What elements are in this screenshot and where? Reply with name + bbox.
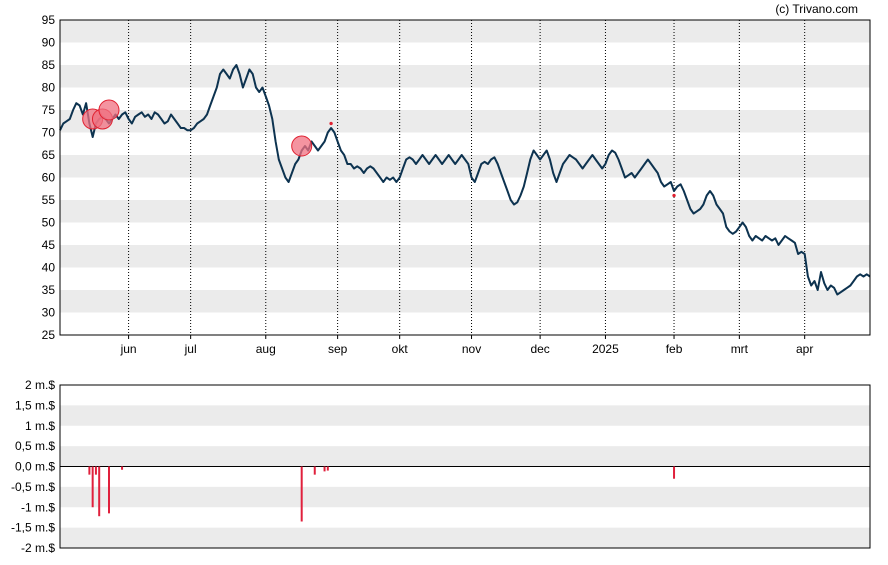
volume-y-tick: -0,5 m.$ [11,480,55,494]
price-y-ticks: 25 30 35 40 45 50 55 60 65 70 75 80 85 90 95 [42,13,56,342]
insider-markers [82,99,676,198]
volume-y-tick: 0,5 m.$ [15,439,55,453]
volume-band [60,446,870,467]
copyright-text: (c) Trivano.com [775,2,858,16]
insider-trade-marker [98,99,120,121]
month-label: mrt [731,342,749,356]
month-label: jul [184,342,197,356]
price-y-tick: 40 [42,261,56,275]
volume-y-tick: 2 m.$ [25,378,55,392]
price-series [59,64,871,296]
month-label: jun [120,342,137,356]
volume-band [60,405,870,426]
price-x-ticks: jun jul aug sep okt nov dec 2025 feb mrt apr [120,342,814,356]
price-y-tick: 35 [42,283,56,297]
month-label: okt [392,342,409,356]
volume-y-tick: 1,5 m.$ [15,398,55,412]
price-y-tick: 75 [42,103,56,117]
price-band [60,20,870,43]
price-y-tick: 55 [42,193,56,207]
price-band [60,65,870,88]
volume-band [60,486,870,508]
price-bands [60,20,870,313]
volume-y-ticks: 2 m.$ 1,5 m.$ 1 m.$ 0,5 m.$ 0,0 m.$ -0,5 m.$ -… [11,378,55,555]
volume-y-tick: 0,0 m.$ [15,460,55,474]
volume-bands [60,405,870,548]
price-band [60,200,870,223]
price-band [60,155,870,178]
price-y-tick: 50 [42,216,56,230]
price-frame [59,19,871,336]
volume-frame [59,384,871,549]
price-line [59,64,871,296]
insider-trade-dot [672,193,676,198]
volume-bars [88,466,676,522]
price-y-tick: 90 [42,36,56,50]
price-y-tick: 80 [42,81,56,95]
month-label: dec [530,342,549,356]
insider-trade-dot [329,121,333,126]
price-y-tick: 85 [42,58,56,72]
price-y-tick: 60 [42,171,56,185]
price-y-tick: 65 [42,148,56,162]
month-label: feb [666,342,683,356]
volume-panel: 2 m.$ 1,5 m.$ 1 m.$ 0,5 m.$ 0,0 m.$ -0,5 m.$ -… [11,378,871,555]
price-band [60,110,870,133]
month-label: apr [796,342,813,356]
month-label: nov [462,342,481,356]
price-y-tick: 45 [42,238,56,252]
volume-y-tick: -1,5 m.$ [11,521,55,535]
month-label: 2025 [592,342,619,356]
volume-y-tick: -1 m.$ [21,500,55,514]
price-panel: 25 30 35 40 45 50 55 60 65 70 75 80 85 90 95 jun jul aug… [42,13,871,356]
volume-y-tick: -2 m.$ [21,541,55,555]
price-band [60,290,870,313]
price-y-tick: 95 [42,13,56,27]
month-label: sep [328,342,348,356]
price-y-tick: 30 [42,306,56,320]
month-label: aug [256,342,276,356]
volume-y-tick: 1 m.$ [25,419,55,433]
volume-band [60,527,870,548]
price-vertical-grid [128,20,806,339]
price-y-tick: 70 [42,126,56,140]
price-y-tick: 25 [42,328,56,342]
insider-trade-marker [291,135,313,157]
price-band [60,245,870,268]
